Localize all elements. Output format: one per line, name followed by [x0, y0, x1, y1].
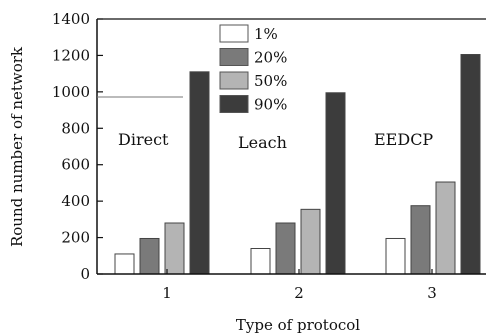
axes [96, 18, 486, 275]
bar-50pct-cat-3 [435, 181, 456, 275]
annotation-direct: Direct [118, 130, 169, 149]
y-axis-ticks: 0 200 400 600 800 1000 1200 1400 [52, 10, 103, 283]
y-tick-label: 1000 [52, 83, 90, 101]
bar-1pct-cat-3 [385, 237, 406, 275]
legend-label: 20% [254, 49, 287, 67]
legend-swatch [219, 71, 249, 90]
x-tick-label: 2 [294, 284, 304, 302]
bar-1pct-cat-1 [114, 253, 135, 275]
x-tick-label: 3 [427, 284, 437, 302]
annotation-leach: Leach [238, 133, 287, 152]
bar-series [114, 54, 481, 275]
legend-swatch [219, 48, 249, 66]
bar-90pct-cat-3 [460, 54, 481, 275]
legend-swatch [219, 95, 249, 113]
x-axis-ticks: 1 2 3 [162, 269, 437, 302]
x-tick-label: 1 [162, 284, 172, 302]
y-axis-title: Round number of network [8, 46, 26, 247]
bar-1pct-cat-2 [250, 248, 271, 275]
annotation-eedcp: EEDCP [374, 130, 433, 149]
bar-20pct-cat-1 [139, 237, 160, 275]
bar-90pct-cat-1 [189, 71, 210, 275]
legend-label: 1% [254, 25, 278, 43]
y-tick-label: 1400 [52, 10, 90, 28]
y-tick-label: 800 [61, 119, 90, 137]
bar-50pct-cat-2 [300, 208, 321, 275]
legend-label: 90% [254, 96, 287, 114]
legend-label: 50% [254, 72, 287, 90]
bar-90pct-cat-2 [325, 92, 346, 275]
legend: 1% 20% 50% 90% [219, 24, 287, 114]
y-tick-label: 1200 [52, 46, 90, 64]
y-tick-label: 0 [80, 265, 90, 283]
bar-20pct-cat-3 [410, 205, 431, 275]
legend-swatch [219, 24, 249, 43]
bar-20pct-cat-2 [275, 222, 296, 275]
y-tick-label: 400 [61, 192, 90, 210]
x-axis-title: Type of protocol [236, 316, 360, 334]
y-tick-label: 200 [61, 229, 90, 247]
y-tick-label: 600 [61, 156, 90, 174]
bar-50pct-cat-1 [164, 222, 185, 275]
